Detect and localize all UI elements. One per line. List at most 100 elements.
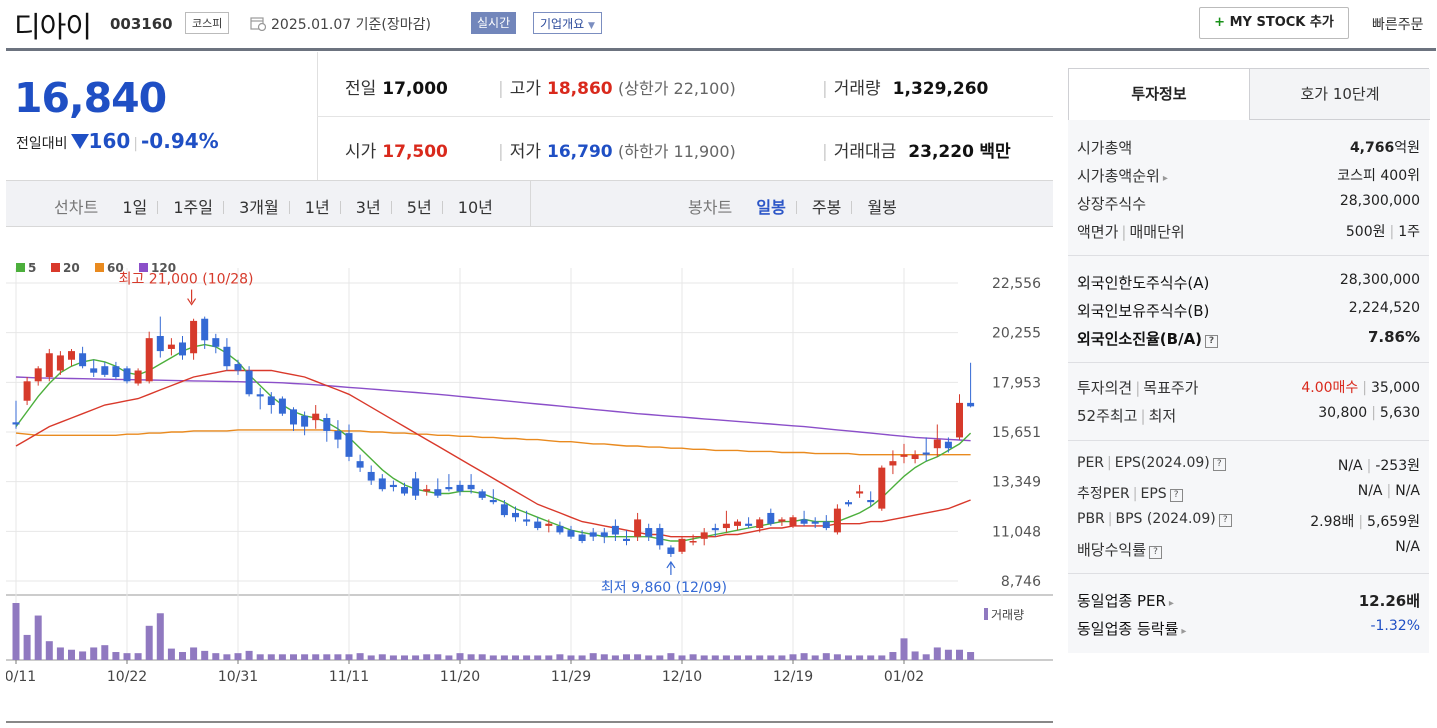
tab-period-1d[interactable]: 1일 <box>122 198 148 217</box>
tab-investment-info[interactable]: 투자정보 <box>1069 69 1249 120</box>
volume-bar <box>967 652 975 660</box>
market-cap-rank-row[interactable]: 시가총액순위 ▸ 코스피 400위 <box>1077 167 1420 185</box>
company-overview-dropdown[interactable]: 기업개요 ▼ <box>533 12 602 34</box>
help-icon[interactable]: ? <box>1212 458 1226 471</box>
candle-body <box>378 478 386 490</box>
legend-swatch <box>95 263 104 272</box>
industry-per-row[interactable]: 동일업종 PER ▸ 12.26배 <box>1077 592 1420 610</box>
ma20-line <box>15 369 971 538</box>
volume-bar <box>212 653 220 660</box>
help-icon[interactable]: ? <box>1205 335 1219 348</box>
volume-bar <box>623 654 630 660</box>
candle-body <box>911 454 919 459</box>
help-icon[interactable]: ? <box>1169 489 1183 502</box>
candle-body <box>822 521 830 529</box>
candle-body <box>478 491 486 498</box>
candle-body <box>56 355 64 371</box>
calendar-icon <box>250 17 266 31</box>
candle-body <box>45 353 53 377</box>
volume-bar <box>367 655 375 660</box>
tab-candle-daily[interactable]: 일봉 <box>756 198 786 217</box>
candle-body <box>223 346 231 367</box>
tab-period-3y[interactable]: 3년 <box>355 198 381 217</box>
candle-body <box>167 344 175 349</box>
volume-bar <box>12 603 20 660</box>
help-icon[interactable]: ? <box>1149 546 1163 559</box>
investment-info-panel: 투자정보 호가 10단계 시가총액 4,766억원 시가총액순위 ▸ 코스피 40… <box>1068 68 1430 656</box>
legend-label: 120 <box>151 261 176 275</box>
x-tick-label: 12/19 <box>773 669 813 685</box>
per-eps-row: PER | EPS(2024.09)? N/A | -253원 <box>1077 455 1420 474</box>
x-tick-label: 01/02 <box>884 669 924 685</box>
volume-bar <box>878 655 886 660</box>
candle-body <box>523 519 531 522</box>
industry-change-row[interactable]: 동일업종 등락률 ▸ -1.32% <box>1077 618 1420 638</box>
candle-body <box>201 318 209 341</box>
volume-bar <box>323 654 331 660</box>
volume-bar <box>845 655 852 660</box>
tab-period-5y[interactable]: 5년 <box>406 198 432 217</box>
line-chart-tabs: 선차트 1일 1주일 3개월 1년 3년 5년 10년 <box>54 194 493 218</box>
tab-period-10y[interactable]: 10년 <box>457 198 493 217</box>
candle-body <box>567 530 575 537</box>
add-my-stock-button[interactable]: + MY STOCK 추가 <box>1199 7 1349 39</box>
candle-body <box>79 353 87 367</box>
realtime-button[interactable]: 실시간 <box>471 12 517 34</box>
foreign-limit-row: 외국인한도주식수(A) 28,300,000 <box>1077 272 1420 292</box>
chart-bottom-divider <box>6 721 1053 723</box>
tab-candle-weekly[interactable]: 주봉 <box>811 198 842 217</box>
price-summary: 16,840 전일대비 160 | -0.94% 전일 17,000 | 고가 18,860… <box>6 52 1053 180</box>
candle-body <box>334 430 342 440</box>
volume-bar <box>700 655 708 660</box>
volume-bar <box>378 654 386 660</box>
min-price-annotation: 최저 9,860 (12/09) <box>601 580 727 596</box>
candle-body <box>212 338 220 347</box>
tab-candle-monthly[interactable]: 월봉 <box>867 198 897 217</box>
legend-label: 5 <box>28 261 36 275</box>
candle-body <box>445 487 453 490</box>
candle-body <box>734 521 741 526</box>
legend-label: 20 <box>63 261 80 275</box>
candle-body <box>112 366 120 377</box>
candle-body <box>123 368 131 382</box>
candle-body <box>367 471 375 481</box>
line-chart-label: 선차트 <box>54 198 99 217</box>
tab-group-divider <box>530 181 531 227</box>
candle-body <box>90 368 98 373</box>
candle-body <box>101 366 109 375</box>
volume-bar <box>645 655 653 660</box>
quick-order-link[interactable]: 빠른주문 <box>1372 17 1424 33</box>
volume-bar <box>512 655 519 660</box>
volume-bar <box>956 649 963 660</box>
tab-period-3m[interactable]: 3개월 <box>239 198 279 217</box>
candle-body <box>556 525 564 533</box>
help-icon[interactable]: ? <box>1218 514 1232 527</box>
stock-header: 디아이 003160 코스피 2025.01.07 기준(장마감) 실시간 기업… <box>0 0 1437 48</box>
volume-bar <box>556 654 564 660</box>
candle-body <box>656 528 664 546</box>
volume-bar <box>45 641 53 660</box>
tab-period-1y[interactable]: 1년 <box>304 198 330 217</box>
candle-body <box>345 433 353 457</box>
stock-chart[interactable]: 22,556 20,255 17,953 15,651 13,349 11,048 8,74… <box>6 228 1053 722</box>
volume-bar <box>722 655 730 660</box>
volume-bar <box>167 648 175 660</box>
candle-body <box>190 320 198 354</box>
volume-bar <box>79 651 87 660</box>
tab-period-1w[interactable]: 1주일 <box>173 198 213 217</box>
down-triangle-icon <box>70 134 89 149</box>
volume-bar <box>867 655 875 660</box>
chart-period-tabs: 선차트 1일 1주일 3개월 1년 3년 5년 10년 봉차트 일봉 주봉 월봉 <box>6 180 1053 227</box>
volume-bar <box>589 653 597 660</box>
candle-body <box>645 528 653 537</box>
volume-bar <box>523 655 531 660</box>
volume-legend-swatch <box>984 608 988 620</box>
volume-bar <box>778 655 786 660</box>
volume-bar <box>245 650 253 660</box>
tab-order-book-10[interactable]: 호가 10단계 <box>1249 69 1430 120</box>
candle-body <box>267 396 275 406</box>
volume-bar <box>201 650 209 660</box>
candle-body <box>12 422 20 425</box>
volume-bar <box>456 653 464 660</box>
volume-bar <box>711 655 719 660</box>
